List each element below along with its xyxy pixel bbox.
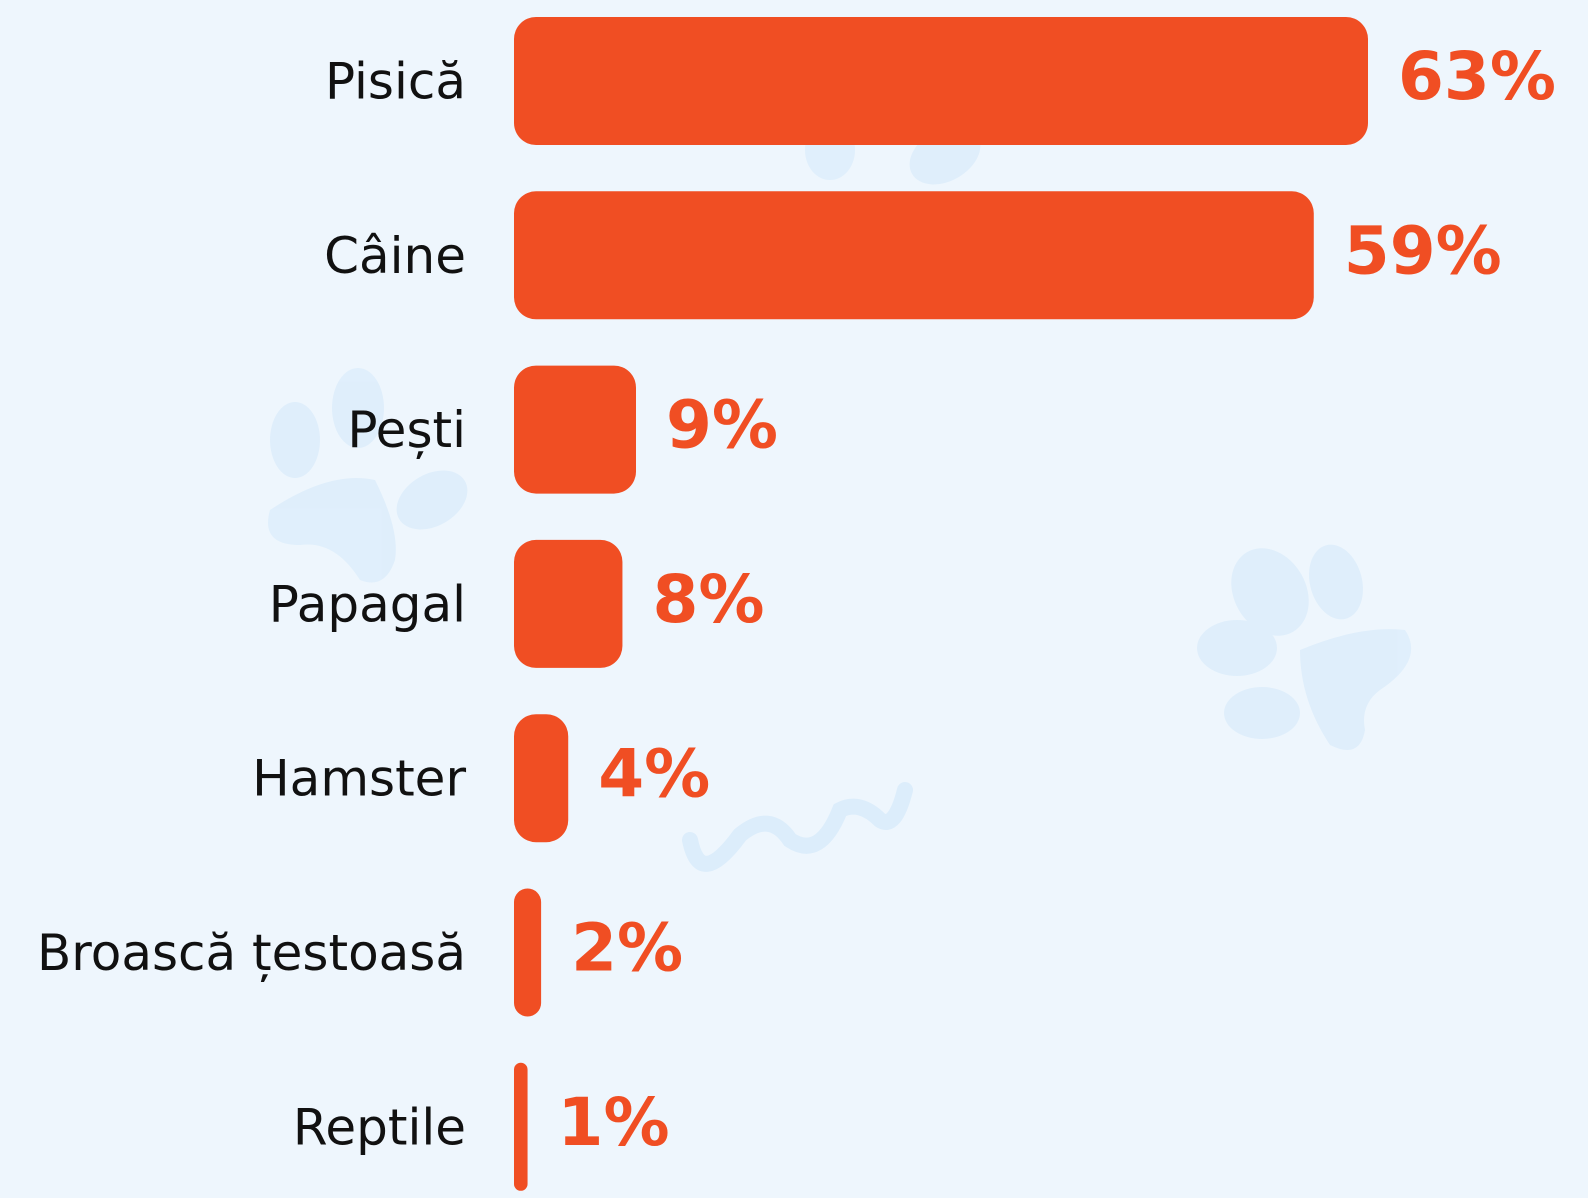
value-label: 8% — [652, 561, 764, 638]
bar — [514, 365, 636, 494]
value-label: 2% — [571, 910, 683, 987]
category-label: Reptile — [293, 1098, 466, 1156]
category-label: Hamster — [252, 750, 466, 808]
category-label: Pești — [347, 401, 466, 459]
value-label: 1% — [558, 1084, 670, 1161]
bar — [514, 17, 1368, 145]
paw-decoration — [1197, 544, 1412, 750]
category-label: Câine — [324, 227, 466, 285]
bar — [514, 888, 542, 1017]
value-label: 63% — [1398, 38, 1556, 115]
bar — [514, 714, 569, 843]
bar — [514, 539, 623, 668]
bar — [514, 1062, 528, 1191]
paw-decoration — [268, 368, 468, 583]
category-label: Pisică — [325, 53, 466, 111]
value-label: 4% — [598, 735, 710, 812]
category-label: Broască țestoasă — [37, 924, 466, 982]
value-label: 9% — [666, 387, 778, 464]
squiggle-decoration — [682, 782, 913, 872]
bar — [514, 191, 1314, 320]
category-label: Papagal — [269, 575, 466, 633]
value-label: 59% — [1344, 212, 1502, 289]
